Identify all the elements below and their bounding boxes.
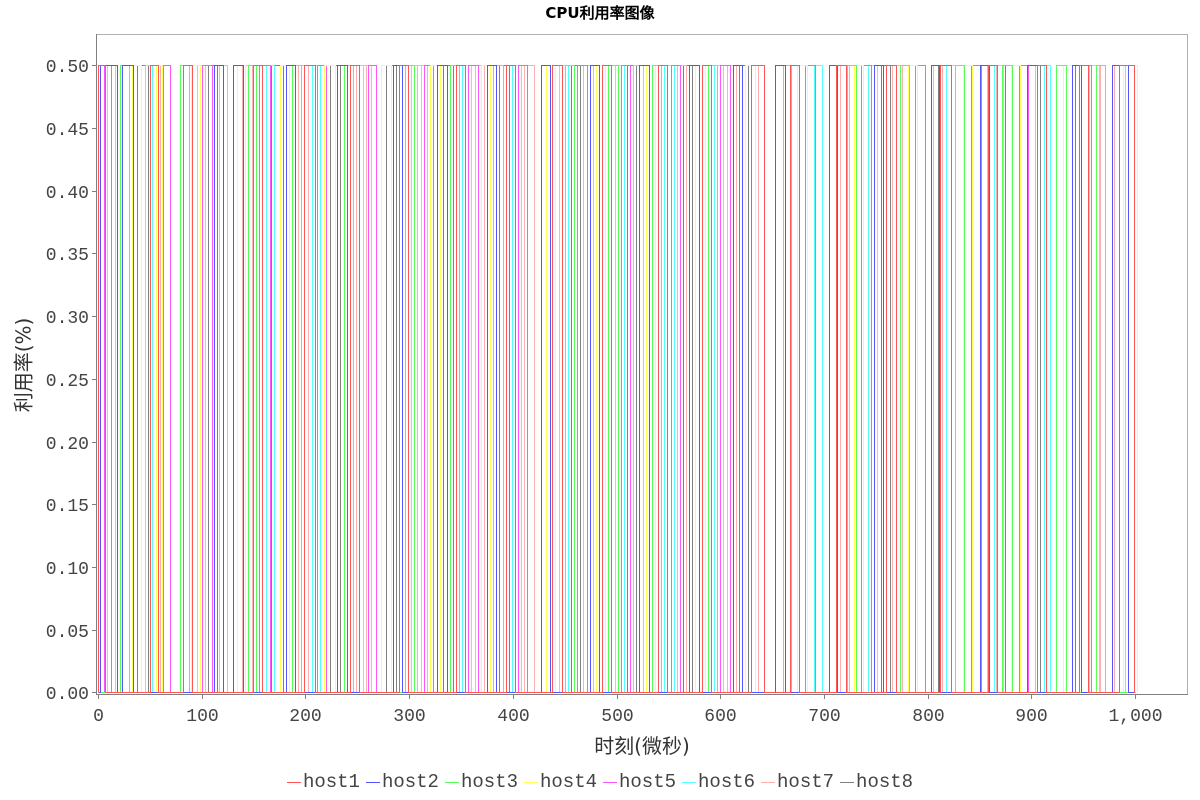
y-tick-label: 0.45 <box>46 121 89 141</box>
legend-label: host8 <box>856 771 914 793</box>
legend-swatch <box>365 781 380 783</box>
legend-label: host4 <box>539 771 597 793</box>
y-tick-label: 0.30 <box>46 309 89 329</box>
legend-swatch <box>603 781 617 783</box>
legend-item-host1: host1 <box>286 771 360 793</box>
y-tick-label: 0.15 <box>46 497 89 517</box>
y-tick-label: 0.05 <box>46 623 89 643</box>
x-tick-label: 700 <box>808 707 840 727</box>
y-tick-label: 0.10 <box>46 560 89 580</box>
x-tick-label: 400 <box>497 707 529 727</box>
x-axis-label: 时刻(微秒) <box>594 734 690 758</box>
y-tick-label: 0.50 <box>46 58 89 78</box>
chart-title: CPU利用率图像 <box>545 4 655 22</box>
legend-swatch <box>444 781 459 783</box>
legend-label: host6 <box>698 771 756 793</box>
x-tick-label: 200 <box>289 707 321 727</box>
legend-label: host3 <box>460 771 518 793</box>
legend-label: host1 <box>302 771 360 793</box>
x-tick-label: 100 <box>186 707 218 727</box>
legend-item-host5: host5 <box>603 771 676 793</box>
y-axis-label: 利用率(%) <box>11 317 36 413</box>
x-tick-label: 800 <box>912 707 944 727</box>
legend-item-host8: host8 <box>840 771 913 793</box>
legend-item-host3: host3 <box>444 771 518 793</box>
x-tick-label: 900 <box>1015 707 1047 727</box>
legend-label: host7 <box>777 771 835 793</box>
x-tick-label: 1,000 <box>1108 707 1162 727</box>
legend-swatch <box>682 781 697 783</box>
y-tick-label: 0.40 <box>46 184 89 204</box>
y-tick-label: 0.25 <box>46 372 89 392</box>
x-tick-label: 0 <box>93 707 104 727</box>
legend-swatch <box>761 781 776 783</box>
x-axis-ticks: 0 100 200 300 400 500 600 700 800 900 1,000 <box>93 695 1163 727</box>
legend-swatch <box>286 781 301 783</box>
legend-swatch <box>840 781 855 783</box>
y-tick-label: 0.35 <box>46 246 89 266</box>
legend-item-host2: host2 <box>365 771 439 793</box>
series-layer <box>98 65 1138 693</box>
y-axis-ticks: 0.00 0.05 0.10 0.15 0.20 0.25 0.30 0.35 0.40 0.45… <box>46 58 96 705</box>
legend: host1 host2 host3 host4 host5 host6 host7 host8 <box>0 770 1200 794</box>
y-tick-label: 0.20 <box>46 435 89 455</box>
x-tick-label: 300 <box>393 707 425 727</box>
legend-item-host7: host7 <box>761 771 834 793</box>
legend-swatch <box>523 781 538 783</box>
legend-label: host2 <box>381 771 439 793</box>
series-line-host1 <box>98 65 1136 693</box>
x-tick-label: 600 <box>704 707 736 727</box>
legend-item-host4: host4 <box>523 771 597 793</box>
legend-label: host5 <box>619 771 677 793</box>
x-tick-label: 500 <box>601 707 633 727</box>
legend-item-host6: host6 <box>682 771 755 793</box>
y-tick-label: 0.00 <box>46 685 89 705</box>
plot-area <box>96 34 1188 695</box>
